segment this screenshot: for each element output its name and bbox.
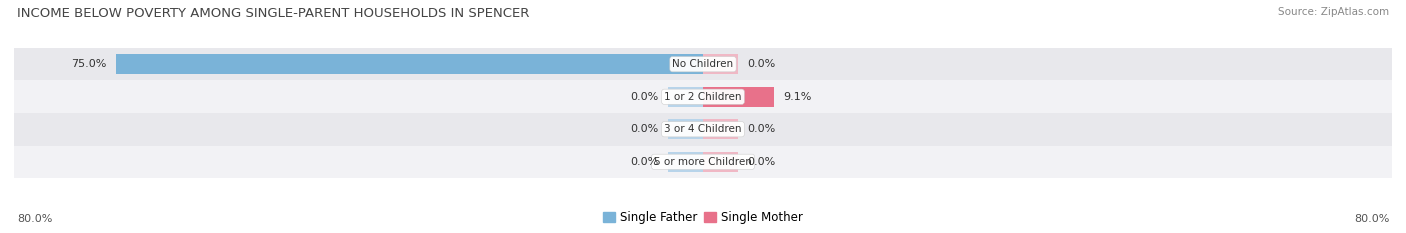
Bar	[0, 80, 1406, 113]
Bar	[668, 152, 703, 172]
Text: 9.1%: 9.1%	[783, 92, 813, 102]
Text: 1 or 2 Children: 1 or 2 Children	[664, 92, 742, 102]
Bar	[703, 87, 775, 107]
Text: 0.0%: 0.0%	[748, 59, 776, 69]
Text: 0.0%: 0.0%	[748, 157, 776, 167]
Bar	[0, 113, 1406, 146]
Text: 80.0%: 80.0%	[17, 214, 52, 224]
Bar	[0, 48, 1406, 80]
Text: 0.0%: 0.0%	[630, 124, 658, 134]
Text: No Children: No Children	[672, 59, 734, 69]
Text: 0.0%: 0.0%	[630, 157, 658, 167]
Text: 80.0%: 80.0%	[1354, 214, 1389, 224]
Text: 0.0%: 0.0%	[748, 124, 776, 134]
Text: INCOME BELOW POVERTY AMONG SINGLE-PARENT HOUSEHOLDS IN SPENCER: INCOME BELOW POVERTY AMONG SINGLE-PARENT…	[17, 7, 529, 20]
Bar	[703, 54, 738, 74]
Text: 75.0%: 75.0%	[72, 59, 107, 69]
Text: 5 or more Children: 5 or more Children	[654, 157, 752, 167]
Text: 3 or 4 Children: 3 or 4 Children	[664, 124, 742, 134]
Bar	[668, 87, 703, 107]
Bar	[703, 152, 738, 172]
Text: 0.0%: 0.0%	[630, 92, 658, 102]
Bar	[668, 119, 703, 139]
Legend: Single Father, Single Mother: Single Father, Single Mother	[599, 206, 807, 229]
Bar	[115, 54, 703, 74]
Text: Source: ZipAtlas.com: Source: ZipAtlas.com	[1278, 7, 1389, 17]
Bar	[0, 146, 1406, 178]
Bar	[703, 119, 738, 139]
